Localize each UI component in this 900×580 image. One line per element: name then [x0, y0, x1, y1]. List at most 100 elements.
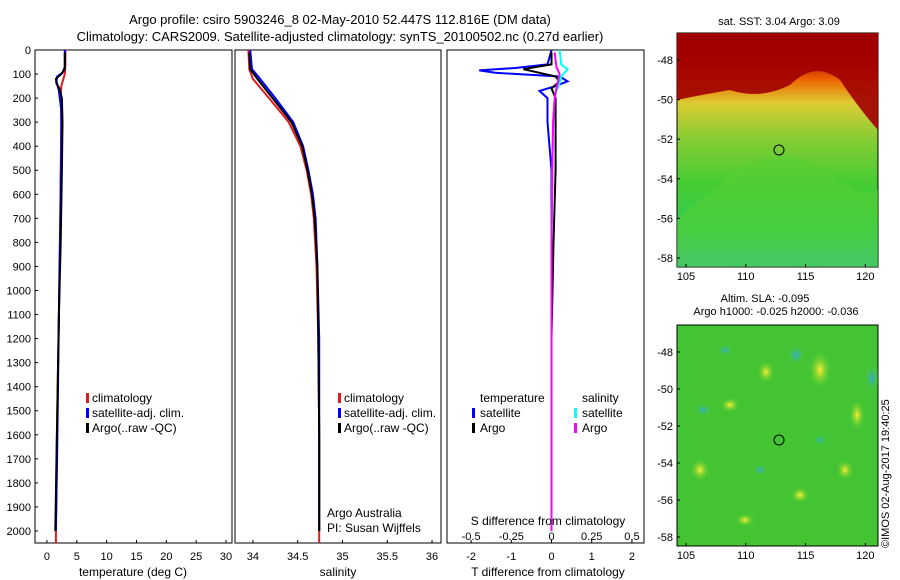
map-lat-label: -58 [657, 532, 673, 544]
depth-axis: 0 100 200 300 400 500 600 700 800 900 1000 1100 1200… [7, 45, 38, 538]
x-tick-label: 20 [160, 551, 172, 563]
map-lon-label: 110 [737, 550, 755, 562]
annotation-pi: PI: Susan Wijffels [327, 521, 421, 535]
x-tick-label: 5 [74, 551, 80, 563]
sla-map-axes: 105 110 115 120 -48 -50 -52 -54 -56 -58 [657, 347, 874, 562]
s-tick-label: -0.25 [499, 531, 524, 543]
sla-map-panel: Altim. SLA: -0.095 Argo h1000: -0.025 h2… [657, 293, 880, 562]
legend-argo: Argo(..raw -QC) [92, 421, 177, 435]
depth-tick-label: 100 [13, 69, 31, 81]
depth-tick-label: 1500 [7, 406, 31, 418]
salinity-xlabel: salinity [320, 565, 357, 579]
legend-t-argo: Argo [480, 421, 506, 435]
legend-argo: Argo(..raw -QC) [344, 421, 429, 435]
depth-tick-label: 1000 [7, 285, 31, 297]
x-tick-label: 25 [190, 551, 202, 563]
map-lat-label: -48 [657, 55, 673, 67]
sla-blob [690, 458, 710, 482]
map-lon-label: 115 [797, 271, 815, 283]
salinity-axis: 34 34.5 35 35.5 36 [247, 540, 438, 563]
map-lat-label: -56 [657, 495, 673, 507]
legend-satellite: satellite-adj. clim. [92, 406, 184, 420]
legend-swatch-climatology [338, 393, 341, 403]
sla-blob [757, 360, 775, 384]
s-difference-label: S difference from climatology [471, 514, 626, 528]
temperature-axis: 0 5 10 15 20 25 30 [44, 540, 232, 563]
sla-anomaly-blobs [690, 344, 880, 527]
map-lon-label: 105 [677, 550, 695, 562]
x-tick-label: 34.5 [287, 551, 308, 563]
sst-warm-tongue [677, 33, 878, 130]
x-tick-label: 15 [130, 551, 142, 563]
map-lon-label: 120 [856, 550, 874, 562]
sst-map-axes: 105 110 115 120 -48 -50 -52 -54 -56 -58 [657, 55, 874, 283]
depth-tick-label: 2000 [7, 526, 31, 538]
s-tick-label: -0.5 [462, 531, 481, 543]
depth-tick-label: 600 [13, 189, 31, 201]
sla-blob [694, 403, 712, 417]
s-tick-label: 0.5 [624, 531, 639, 543]
sla-blob [864, 364, 880, 392]
temperature-panel: 0100200300400500600700800900100011001200… [7, 45, 233, 579]
sla-blob [808, 350, 832, 390]
depth-tick-label: 1100 [7, 310, 31, 322]
map-lat-label: -58 [657, 253, 673, 265]
series-line [54, 52, 66, 532]
sst-cool-region [677, 156, 878, 267]
x-tick-label: 0 [44, 551, 50, 563]
map-lat-label: -50 [657, 384, 673, 396]
chart-title-line1: Argo profile: csiro 5903246_8 02-May-201… [129, 12, 551, 27]
depth-tick-label: 900 [13, 261, 31, 273]
x-tick-label: 36 [426, 551, 438, 563]
depth-tick-label: 1200 [7, 334, 31, 346]
x-tick-label: -1 [506, 551, 516, 563]
x-tick-label: 35.5 [377, 551, 398, 563]
series-line [550, 52, 561, 531]
temperature-xlabel: temperature (deg C) [79, 565, 187, 579]
difference-axis: -2 -0.5 -1 -0.25 0 0 1 0.25 2 0.5 [462, 531, 640, 563]
sla-blob [849, 399, 865, 431]
depth-tick-label: 200 [13, 93, 31, 105]
depth-tick-label: 1300 [7, 358, 31, 370]
x-tick-label: 34 [247, 551, 259, 563]
depth-tick-label: 1900 [7, 502, 31, 514]
legend-swatch-satellite [338, 408, 341, 418]
x-tick-label: 35 [336, 551, 348, 563]
depth-tick-label: 1700 [7, 454, 31, 466]
s-tick-label: 0 [548, 531, 554, 543]
legend-swatch-t-argo [472, 423, 475, 433]
legend-swatch-satellite [86, 408, 89, 418]
map-lat-label: -52 [657, 421, 673, 433]
sla-map-subtitle: Argo h1000: -0.025 h2000: -0.036 [693, 306, 858, 318]
difference-series [479, 49, 570, 531]
legend-climatology: climatology [344, 391, 404, 405]
map-lat-label: -52 [657, 134, 673, 146]
difference-plot-frame [446, 49, 645, 544]
legend-swatch-t-satellite [472, 408, 475, 418]
sla-blob [752, 464, 768, 476]
depth-tick-label: 500 [13, 165, 31, 177]
legend-swatch-s-satellite [574, 408, 577, 418]
salinity-panel: 34 34.5 35 35.5 36 salinity climatology sate… [234, 49, 442, 579]
map-lon-label: 110 [737, 271, 755, 283]
map-lat-label: -50 [657, 95, 673, 107]
sla-blob [735, 513, 755, 527]
legend-t-satellite: satellite [480, 406, 521, 420]
temperature-plot-frame [34, 49, 233, 544]
legend-swatch-climatology [86, 393, 89, 403]
annotation-program: Argo Australia [327, 506, 402, 520]
legend-swatch-s-argo [574, 423, 577, 433]
temperature-legend: climatology satellite-adj. clim. Argo(..… [86, 391, 184, 435]
x-tick-label: -2 [466, 551, 476, 563]
x-tick-label: 30 [220, 551, 232, 563]
map-lat-label: -56 [657, 213, 673, 225]
sla-blob [717, 344, 733, 356]
argo-float-marker [773, 144, 785, 156]
x-tick-label: 2 [629, 551, 635, 563]
legend-climatology: climatology [92, 391, 152, 405]
sla-blob [836, 459, 854, 481]
temperature-series [54, 50, 67, 543]
map-lon-label: 115 [797, 550, 815, 562]
map-lon-label: 120 [856, 271, 874, 283]
